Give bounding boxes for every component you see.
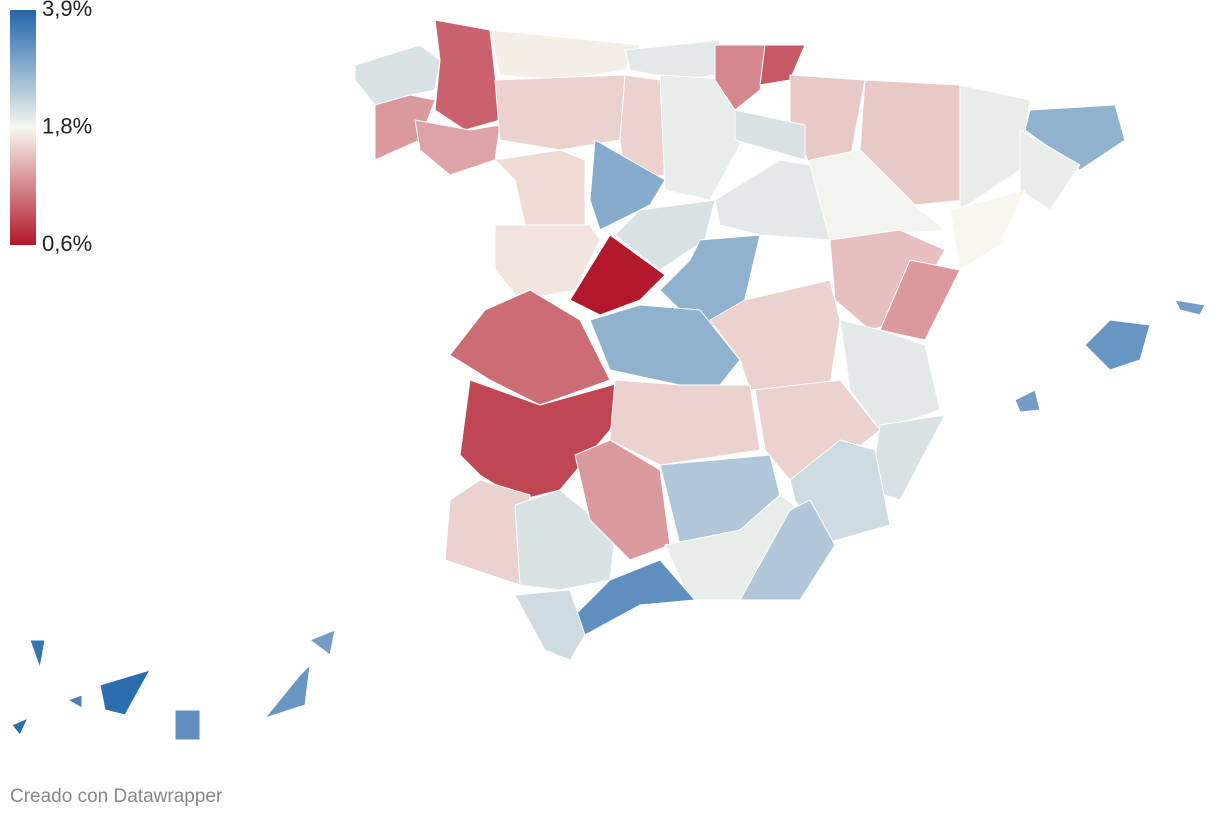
region <box>449 289 611 406</box>
region <box>67 694 83 709</box>
region <box>714 44 771 111</box>
region <box>709 279 841 391</box>
region <box>309 629 336 656</box>
region <box>589 139 666 231</box>
region <box>569 234 666 316</box>
region <box>614 199 716 271</box>
region <box>174 709 201 741</box>
region <box>264 664 311 719</box>
region <box>839 319 941 431</box>
region <box>354 44 441 106</box>
region <box>949 189 1026 271</box>
region <box>29 639 46 669</box>
region <box>1019 129 1081 211</box>
region <box>879 259 961 341</box>
region <box>739 499 836 601</box>
region <box>414 119 501 176</box>
region <box>11 717 29 736</box>
legend-bar <box>10 10 36 245</box>
region <box>459 379 631 501</box>
region <box>374 94 436 161</box>
footer: Creado con Datawrapper <box>10 786 223 807</box>
region <box>859 79 966 206</box>
legend-label: 1,8% <box>42 113 92 138</box>
region <box>514 589 586 661</box>
region <box>494 149 586 226</box>
region <box>1084 319 1151 371</box>
region <box>1014 389 1041 413</box>
region <box>489 29 641 81</box>
region <box>494 224 601 301</box>
legend-label: 0,6% <box>42 231 92 256</box>
region <box>589 304 741 386</box>
region <box>99 669 151 716</box>
region <box>434 19 501 131</box>
region <box>494 74 626 151</box>
region <box>734 109 806 161</box>
region <box>1174 299 1206 316</box>
region <box>609 379 761 466</box>
region <box>1024 104 1126 171</box>
legend-label: 3,9% <box>42 0 92 21</box>
